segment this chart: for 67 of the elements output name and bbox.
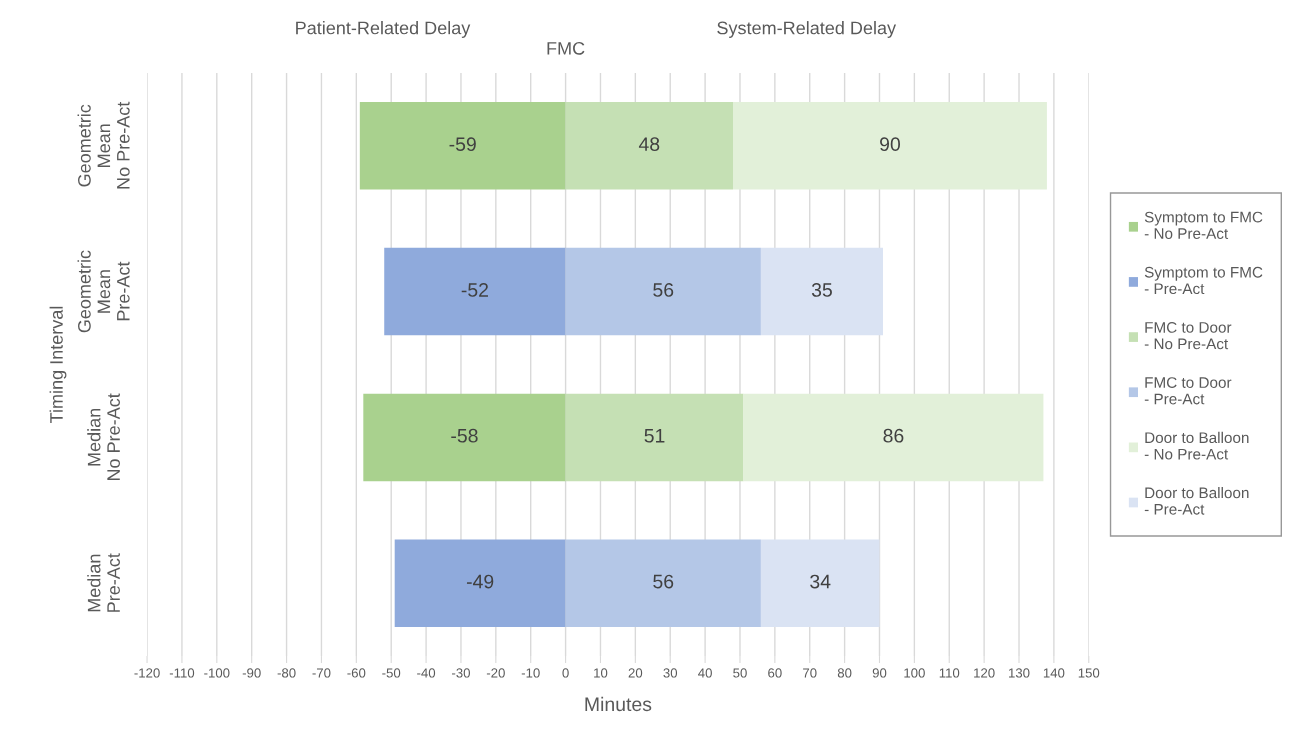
bar: [565, 393, 744, 482]
bar: [394, 539, 566, 627]
x-tick-label: 10: [594, 668, 608, 678]
x-tick-label: -100: [204, 668, 230, 678]
x-tick-label: -80: [277, 668, 296, 678]
legend-label: FMC to Door - No Pre-Act: [1144, 321, 1232, 350]
x-tick-label: 30: [663, 668, 678, 678]
x-axis-title: Minutes: [585, 696, 652, 712]
y-tick-label: Median Pre-Act: [87, 553, 120, 612]
data-label: 51: [644, 429, 665, 443]
legend-label: Door to Balloon - Pre-Act: [1144, 487, 1249, 515]
bar: [565, 102, 734, 190]
x-tick-label: 70: [803, 668, 817, 678]
x-tick-label: -10: [521, 668, 540, 678]
bar: [363, 393, 566, 482]
x-tick-label: 100: [904, 668, 925, 678]
x-tick-label: 80: [837, 668, 852, 678]
data-label: 56: [653, 574, 674, 589]
x-tick-label: 0: [562, 668, 569, 678]
x-tick-label: -90: [242, 668, 261, 678]
x-tick-label: -20: [486, 668, 505, 678]
text: System-Related Delay: [717, 21, 897, 38]
text: FMC: [547, 41, 585, 55]
bar: [565, 539, 761, 627]
x-tick-label: -50: [382, 668, 401, 678]
bar: [733, 102, 1047, 190]
legend-label: Symptom to FMC - No Pre-Act: [1144, 211, 1263, 239]
x-tick-label: -120: [134, 668, 160, 678]
data-label: 90: [880, 137, 901, 152]
x-tick-label: 50: [733, 668, 747, 678]
legend-label: Door to Balloon - No Pre-Act: [1144, 431, 1249, 460]
data-label: 56: [653, 283, 674, 297]
x-tick-label: -70: [312, 668, 331, 678]
bar: [760, 247, 883, 336]
data-label: -59: [449, 137, 476, 152]
x-tick-label: 110: [939, 668, 960, 678]
data-label: -58: [451, 428, 478, 443]
bar: [384, 247, 566, 336]
data-label: 34: [810, 574, 831, 589]
text: Patient-Related Delay: [296, 21, 471, 38]
x-tick-label: 120: [974, 668, 995, 678]
x-tick-label: 90: [872, 668, 887, 678]
x-tick-label: 40: [698, 668, 712, 678]
x-tick-label: 140: [1043, 668, 1065, 678]
x-tick-label: 130: [1009, 668, 1030, 678]
data-label: 48: [638, 137, 660, 152]
x-tick-label: -30: [452, 668, 470, 678]
legend-label: FMC to Door - Pre-Act: [1144, 377, 1232, 405]
y-tick-label: Geometric Mean No Pre-Act: [77, 101, 130, 189]
x-tick-label: -60: [347, 668, 366, 678]
x-tick-label: -40: [417, 668, 436, 678]
x-tick-label: 20: [628, 668, 643, 678]
bar: [760, 539, 880, 627]
data-label: -49: [466, 574, 494, 589]
y-tick-label: Median No Pre-Act: [87, 393, 120, 481]
y-axis-title: Timing Interval: [49, 306, 67, 423]
legend-label: Symptom to FMC - Pre-Act: [1144, 266, 1263, 295]
x-tick-label: 150: [1078, 668, 1100, 678]
x-tick-label: 60: [768, 668, 782, 678]
data-label: 86: [883, 428, 904, 443]
x-tick-label: -110: [169, 668, 195, 678]
data-label: -52: [461, 283, 488, 297]
bar: [565, 247, 761, 336]
y-tick-label: Geometric Mean Pre-Act: [77, 250, 130, 333]
data-label: 35: [811, 283, 832, 297]
bar: [359, 102, 566, 190]
bar: [743, 393, 1044, 482]
